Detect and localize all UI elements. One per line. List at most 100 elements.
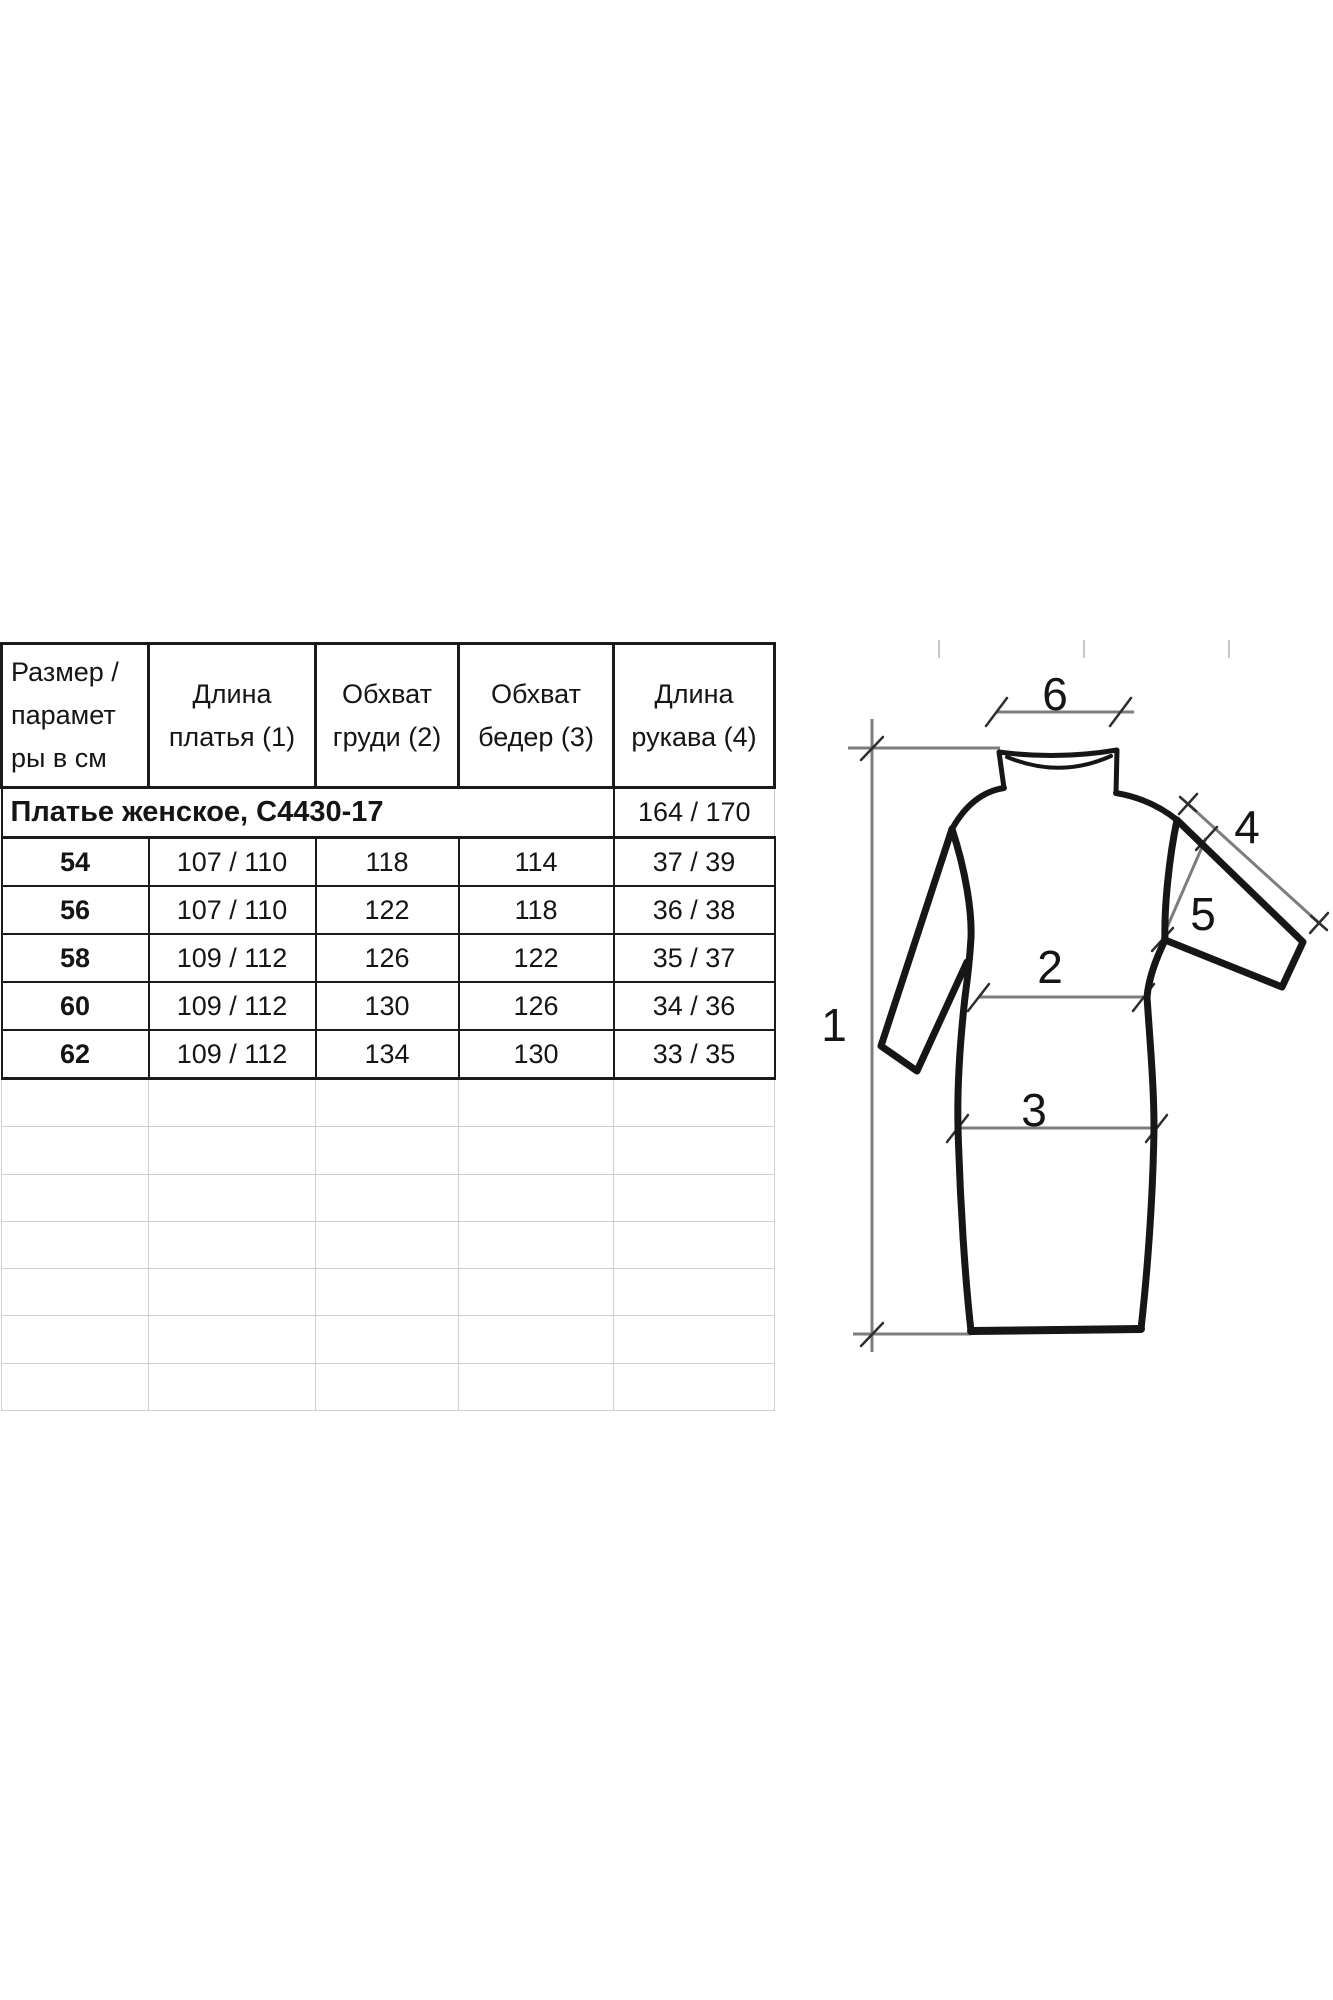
value-cell: 118 [457,885,615,935]
empty-cell [613,1126,775,1175]
header-line: платья (1) [168,721,296,752]
tick-dress-bottom [859,1321,885,1348]
value-cell: 107 / 110 [147,885,317,935]
empty-cell [1,1220,149,1270]
size-table: Платье женское, С4430-17 164 / 170 Разме… [0,642,776,1412]
size-cell: 54 [0,836,150,887]
empty-cell [613,1315,775,1364]
empty-cell [315,1220,459,1270]
value-cell: 126 [457,981,615,1031]
header-line: Длина [654,678,734,709]
empty-cell [148,1362,316,1412]
size-cell: 62 [0,1029,150,1080]
value-cell: 122 [457,933,615,983]
value-cell: 35 / 37 [612,933,776,983]
header-line: парамет [11,700,116,730]
left-sleeve [877,825,971,1075]
title-row-group: Платье женское, С4430-17 164 / 170 [0,786,775,839]
empty-cell [315,1126,459,1175]
tick-neck-left [984,696,1009,728]
value-cell: 118 [314,836,460,887]
empty-cell [1,1078,149,1128]
header-dress-length: Длина платья (1) [147,642,317,789]
value-cell: 34 / 36 [612,981,776,1031]
table-header-row: Размер / парамет ры в см Длина платья (1) О… [0,642,776,789]
value-cell: 33 / 35 [612,1029,776,1080]
header-line: ры в см [11,743,107,773]
table-row: 62 109 / 112 134 130 33 / 35 [0,1029,776,1080]
right-body-edge [1137,816,1181,1333]
dim-label-dress-length: 1 [821,999,847,1051]
header-line: рукава (4) [631,721,757,752]
dim-label-sleeve-width: 5 [1190,888,1216,940]
tick-chest-left [966,982,991,1013]
header-chest-girth: Обхват груди (2) [314,642,460,789]
empty-cell [315,1268,459,1317]
value-cell: 107 / 110 [147,836,317,887]
empty-row [1,1268,775,1317]
tick-dress-top [859,735,885,762]
empty-cell [148,1078,316,1128]
right-sleeve [1161,816,1307,991]
value-cell: 122 [314,885,460,935]
header-line: бедер (3) [478,721,594,752]
empty-cell [613,1220,775,1270]
table-row: 56 107 / 110 122 118 36 / 38 [0,885,776,935]
header-line: Обхват [491,678,581,709]
left-body-edge [948,825,975,1335]
empty-cell [613,1362,775,1412]
value-cell: 109 / 112 [147,981,317,1031]
dim-line-sleeve-length [1186,802,1321,925]
value-cell: 134 [314,1029,460,1080]
right-shoulder [1113,790,1180,823]
empty-cell [148,1173,316,1222]
size-cell: 60 [0,981,150,1031]
empty-cell [458,1173,614,1222]
header-line: груди (2) [332,721,442,752]
empty-row [1,1173,775,1222]
header-line: Размер / [11,657,119,687]
hem-line [967,1325,1145,1335]
value-cell: 126 [314,933,460,983]
dim-label-hip-width: 3 [1021,1084,1047,1136]
tick-neck-right [1108,696,1133,728]
header-hip-girth: Обхват бедер (3) [457,642,615,789]
empty-row [1,1362,775,1412]
collar-inner-curve [1005,754,1113,770]
empty-row [1,1126,775,1175]
value-cell: 109 / 112 [147,1029,317,1080]
empty-cell [315,1173,459,1222]
header-sleeve-length: Длина рукава (4) [612,642,776,789]
size-cell: 58 [0,933,150,983]
collar-outline [996,747,1120,796]
empty-grid-rows [1,1078,775,1412]
header-size-params: Размер / парамет ры в см [0,642,150,789]
empty-cell [613,1078,775,1128]
empty-cell [458,1362,614,1412]
table-row: 58 109 / 112 126 122 35 / 37 [0,933,776,983]
height-range-cell: 164 / 170 [613,787,775,839]
value-cell: 109 / 112 [147,933,317,983]
empty-cell [458,1078,614,1128]
empty-row [1,1078,775,1128]
value-cell: 114 [457,836,615,887]
value-cell: 130 [314,981,460,1031]
page-title: Платье женское, С4430-17 [0,786,615,839]
value-cell: 130 [457,1029,615,1080]
empty-cell [458,1126,614,1175]
dim-line-sleeve-width [1160,837,1208,940]
table-row: 54 107 / 110 118 114 37 / 39 [0,836,776,887]
empty-cell [1,1362,149,1412]
header-line: Длина [192,678,272,709]
header-line: Обхват [342,678,432,709]
size-cell: 56 [0,885,150,935]
empty-cell [458,1220,614,1270]
dim-label-neck-width: 6 [1042,668,1068,720]
dim-label-chest-width: 2 [1037,941,1063,993]
dim-label-sleeve-length: 4 [1234,801,1260,853]
value-cell: 37 / 39 [612,836,776,887]
table-row: 60 109 / 112 130 126 34 / 36 [0,981,776,1031]
left-shoulder [949,785,1007,832]
empty-cell [315,1362,459,1412]
